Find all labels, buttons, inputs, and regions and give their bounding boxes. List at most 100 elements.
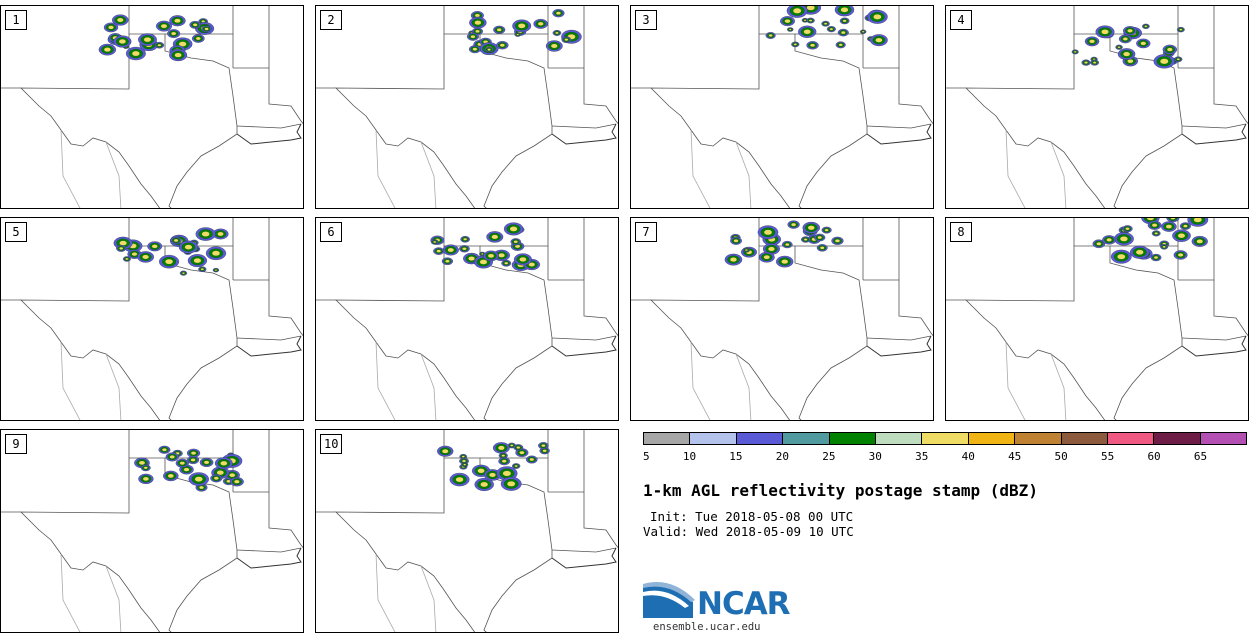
reflectivity-cell (1159, 58, 1169, 65)
reflectivity-cell (1177, 233, 1186, 239)
border-line (1050, 353, 1067, 420)
colorbar-tick-label: 50 (1054, 450, 1068, 463)
reflectivity-cell (1151, 223, 1158, 228)
reflectivity-cell (528, 262, 536, 267)
stamp-panel-6: 6 (315, 217, 619, 421)
reflectivity-cell (1135, 249, 1144, 255)
border-line (60, 553, 81, 632)
reflectivity-cell (564, 38, 569, 42)
border-line (375, 341, 396, 420)
colorbar-segment (1107, 433, 1155, 444)
reflectivity-cell (1193, 218, 1203, 223)
reflectivity-cell (103, 47, 111, 53)
coastline (551, 123, 617, 145)
coastline (236, 547, 302, 569)
reflectivity-cell (1140, 41, 1147, 46)
map-outline (316, 6, 618, 208)
reflectivity-cell (143, 37, 152, 43)
colorbar-tick-label: 60 (1147, 450, 1161, 463)
border-line (1181, 123, 1247, 129)
reflectivity-cell (217, 231, 224, 237)
reflectivity-cell (138, 460, 146, 466)
colorbar-segment (968, 433, 1016, 444)
reflectivity-cell (823, 22, 828, 25)
colorbar-tick-label: 45 (1008, 450, 1022, 463)
reflectivity-cell (842, 19, 847, 23)
member-number: 8 (950, 222, 972, 242)
reflectivity-cell (190, 451, 197, 456)
reflectivity-cell (474, 13, 481, 18)
border-line (268, 68, 303, 125)
colorbar-segment (690, 433, 737, 444)
reflectivity-cell (131, 50, 140, 57)
colorbar-segment (1061, 433, 1108, 444)
reflectivity-cell (125, 257, 129, 261)
reflectivity-cell (468, 256, 476, 261)
reflectivity-cell (1101, 29, 1109, 35)
reflectivity-cell (810, 43, 816, 48)
reflectivity-cell (1146, 218, 1155, 221)
reflectivity-cell (519, 450, 525, 455)
stamp-panel-7: 7 (630, 217, 934, 421)
reflectivity-cell (807, 225, 815, 231)
reflectivity-cell (784, 19, 791, 24)
reflectivity-cell (1162, 245, 1166, 249)
member-number: 9 (5, 434, 27, 454)
reflectivity-cell (480, 253, 484, 255)
reflectivity-cell (497, 445, 505, 451)
reflectivity-cell (119, 246, 124, 250)
reflectivity-cell (808, 19, 813, 22)
reflectivity-cell (806, 6, 815, 11)
border-line (863, 218, 900, 281)
reflectivity-cell (744, 249, 748, 252)
stamp-panel-9: 9 (0, 429, 304, 633)
coastline (236, 335, 302, 357)
reflectivity-cell (173, 238, 179, 243)
border-line (105, 141, 122, 208)
reflectivity-cell (550, 43, 558, 49)
reflectivity-cell (477, 468, 485, 474)
stamp-panel-10: 10 (315, 429, 619, 633)
border-line (236, 335, 302, 341)
reflectivity-cell (491, 234, 499, 240)
reflectivity-cell (513, 240, 518, 244)
reflectivity-cell (840, 30, 846, 35)
reflectivity-cell (220, 460, 228, 466)
reflectivity-cell (529, 457, 535, 462)
reflectivity-cell (213, 476, 219, 480)
colorbar-tick-label: 15 (729, 450, 743, 463)
reflectivity-cell (1170, 218, 1176, 220)
reflectivity-cell (1106, 237, 1112, 242)
map-outline (1, 430, 303, 632)
reflectivity-cell (164, 258, 174, 265)
reflectivity-cell (200, 268, 205, 271)
map-outline (946, 218, 1248, 420)
border-line (420, 141, 437, 208)
colorbar-segment (875, 433, 923, 444)
reflectivity-cell (514, 464, 518, 468)
border-line (551, 123, 617, 129)
border-line (233, 218, 270, 281)
reflectivity-cell (1092, 61, 1097, 64)
reflectivity-cell (179, 461, 186, 466)
reflectivity-cell (1073, 50, 1077, 53)
member-number: 10 (320, 434, 343, 454)
reflectivity-cell (542, 449, 547, 453)
reflectivity-cell (433, 240, 437, 244)
border-line (375, 553, 396, 632)
border-line (268, 492, 303, 549)
map-outline (946, 6, 1248, 208)
reflectivity-cell (142, 254, 150, 260)
coastline (551, 547, 617, 569)
colorbar-tick-label: 5 (643, 450, 650, 463)
reflectivity-cell (733, 239, 739, 243)
border-line (965, 245, 1183, 420)
reflectivity-cell (447, 247, 455, 253)
colorbar-tick-label: 20 (775, 450, 789, 463)
plot-title: 1-km AGL reflectivity postage stamp (dBZ… (643, 481, 1038, 500)
colorbar-segment (1200, 433, 1247, 444)
reflectivity-cell (1154, 232, 1159, 235)
colorbar-tick-label: 65 (1193, 450, 1208, 463)
reflectivity-cell (174, 18, 181, 24)
reflectivity-cell (455, 476, 464, 483)
